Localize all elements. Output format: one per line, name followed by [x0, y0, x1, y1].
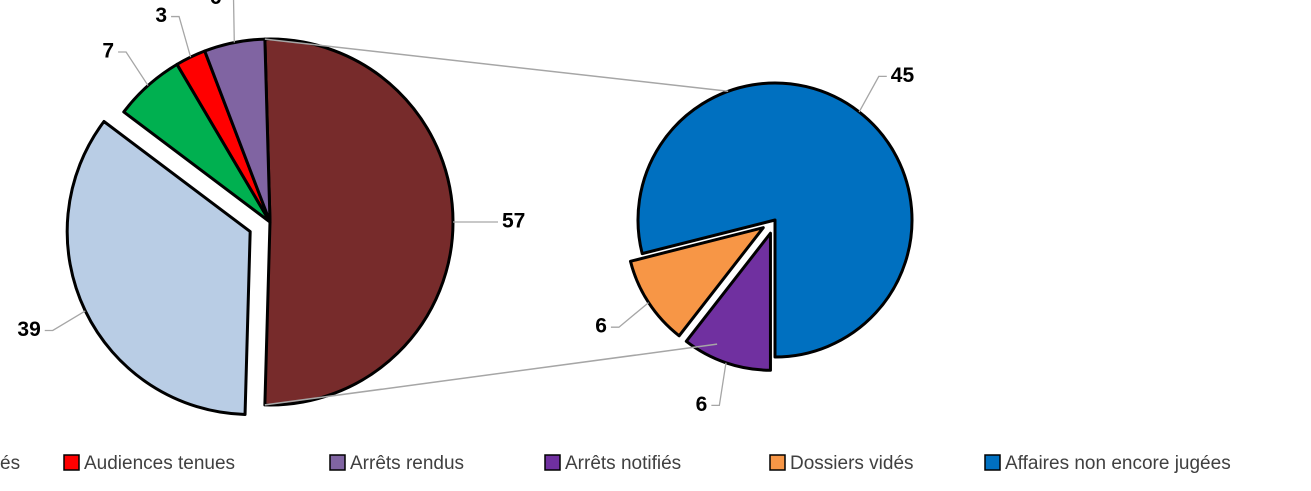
legend-fragment: és [0, 453, 20, 474]
data-label: 3 [155, 4, 167, 27]
pie-slice [263, 37, 455, 407]
legend-label: Arrêts notifiés [565, 453, 681, 474]
leader-line [858, 75, 887, 113]
legend-marker [984, 454, 1001, 471]
pie-slice [684, 231, 772, 372]
data-label: 6 [696, 393, 708, 416]
data-label: 57 [502, 210, 525, 233]
legend-marker [769, 454, 786, 471]
legend-marker [329, 454, 346, 471]
legend-label: Arrêts rendus [350, 453, 464, 474]
legend-marker [63, 454, 80, 471]
data-label: 7 [102, 40, 114, 63]
data-label: 39 [17, 318, 40, 341]
pie-slice [636, 81, 914, 359]
leader-line [44, 310, 86, 332]
pie-slice [65, 120, 252, 416]
leader-line [711, 362, 727, 407]
connector-line [264, 38, 729, 93]
data-label: 6 [595, 315, 607, 338]
data-label: 6 [210, 0, 222, 9]
leader-line [610, 302, 650, 328]
leader-line [171, 15, 192, 58]
leader-line [232, 0, 235, 43]
legend-label: Audiences tenues [84, 453, 235, 474]
legend-label: Dossiers vidés [790, 453, 914, 474]
data-label: 45 [891, 64, 915, 87]
leader-line [118, 51, 149, 86]
connector-line [264, 343, 718, 406]
legend-marker [544, 454, 561, 471]
legend-label: Affaires non encore jugées [1005, 453, 1231, 474]
